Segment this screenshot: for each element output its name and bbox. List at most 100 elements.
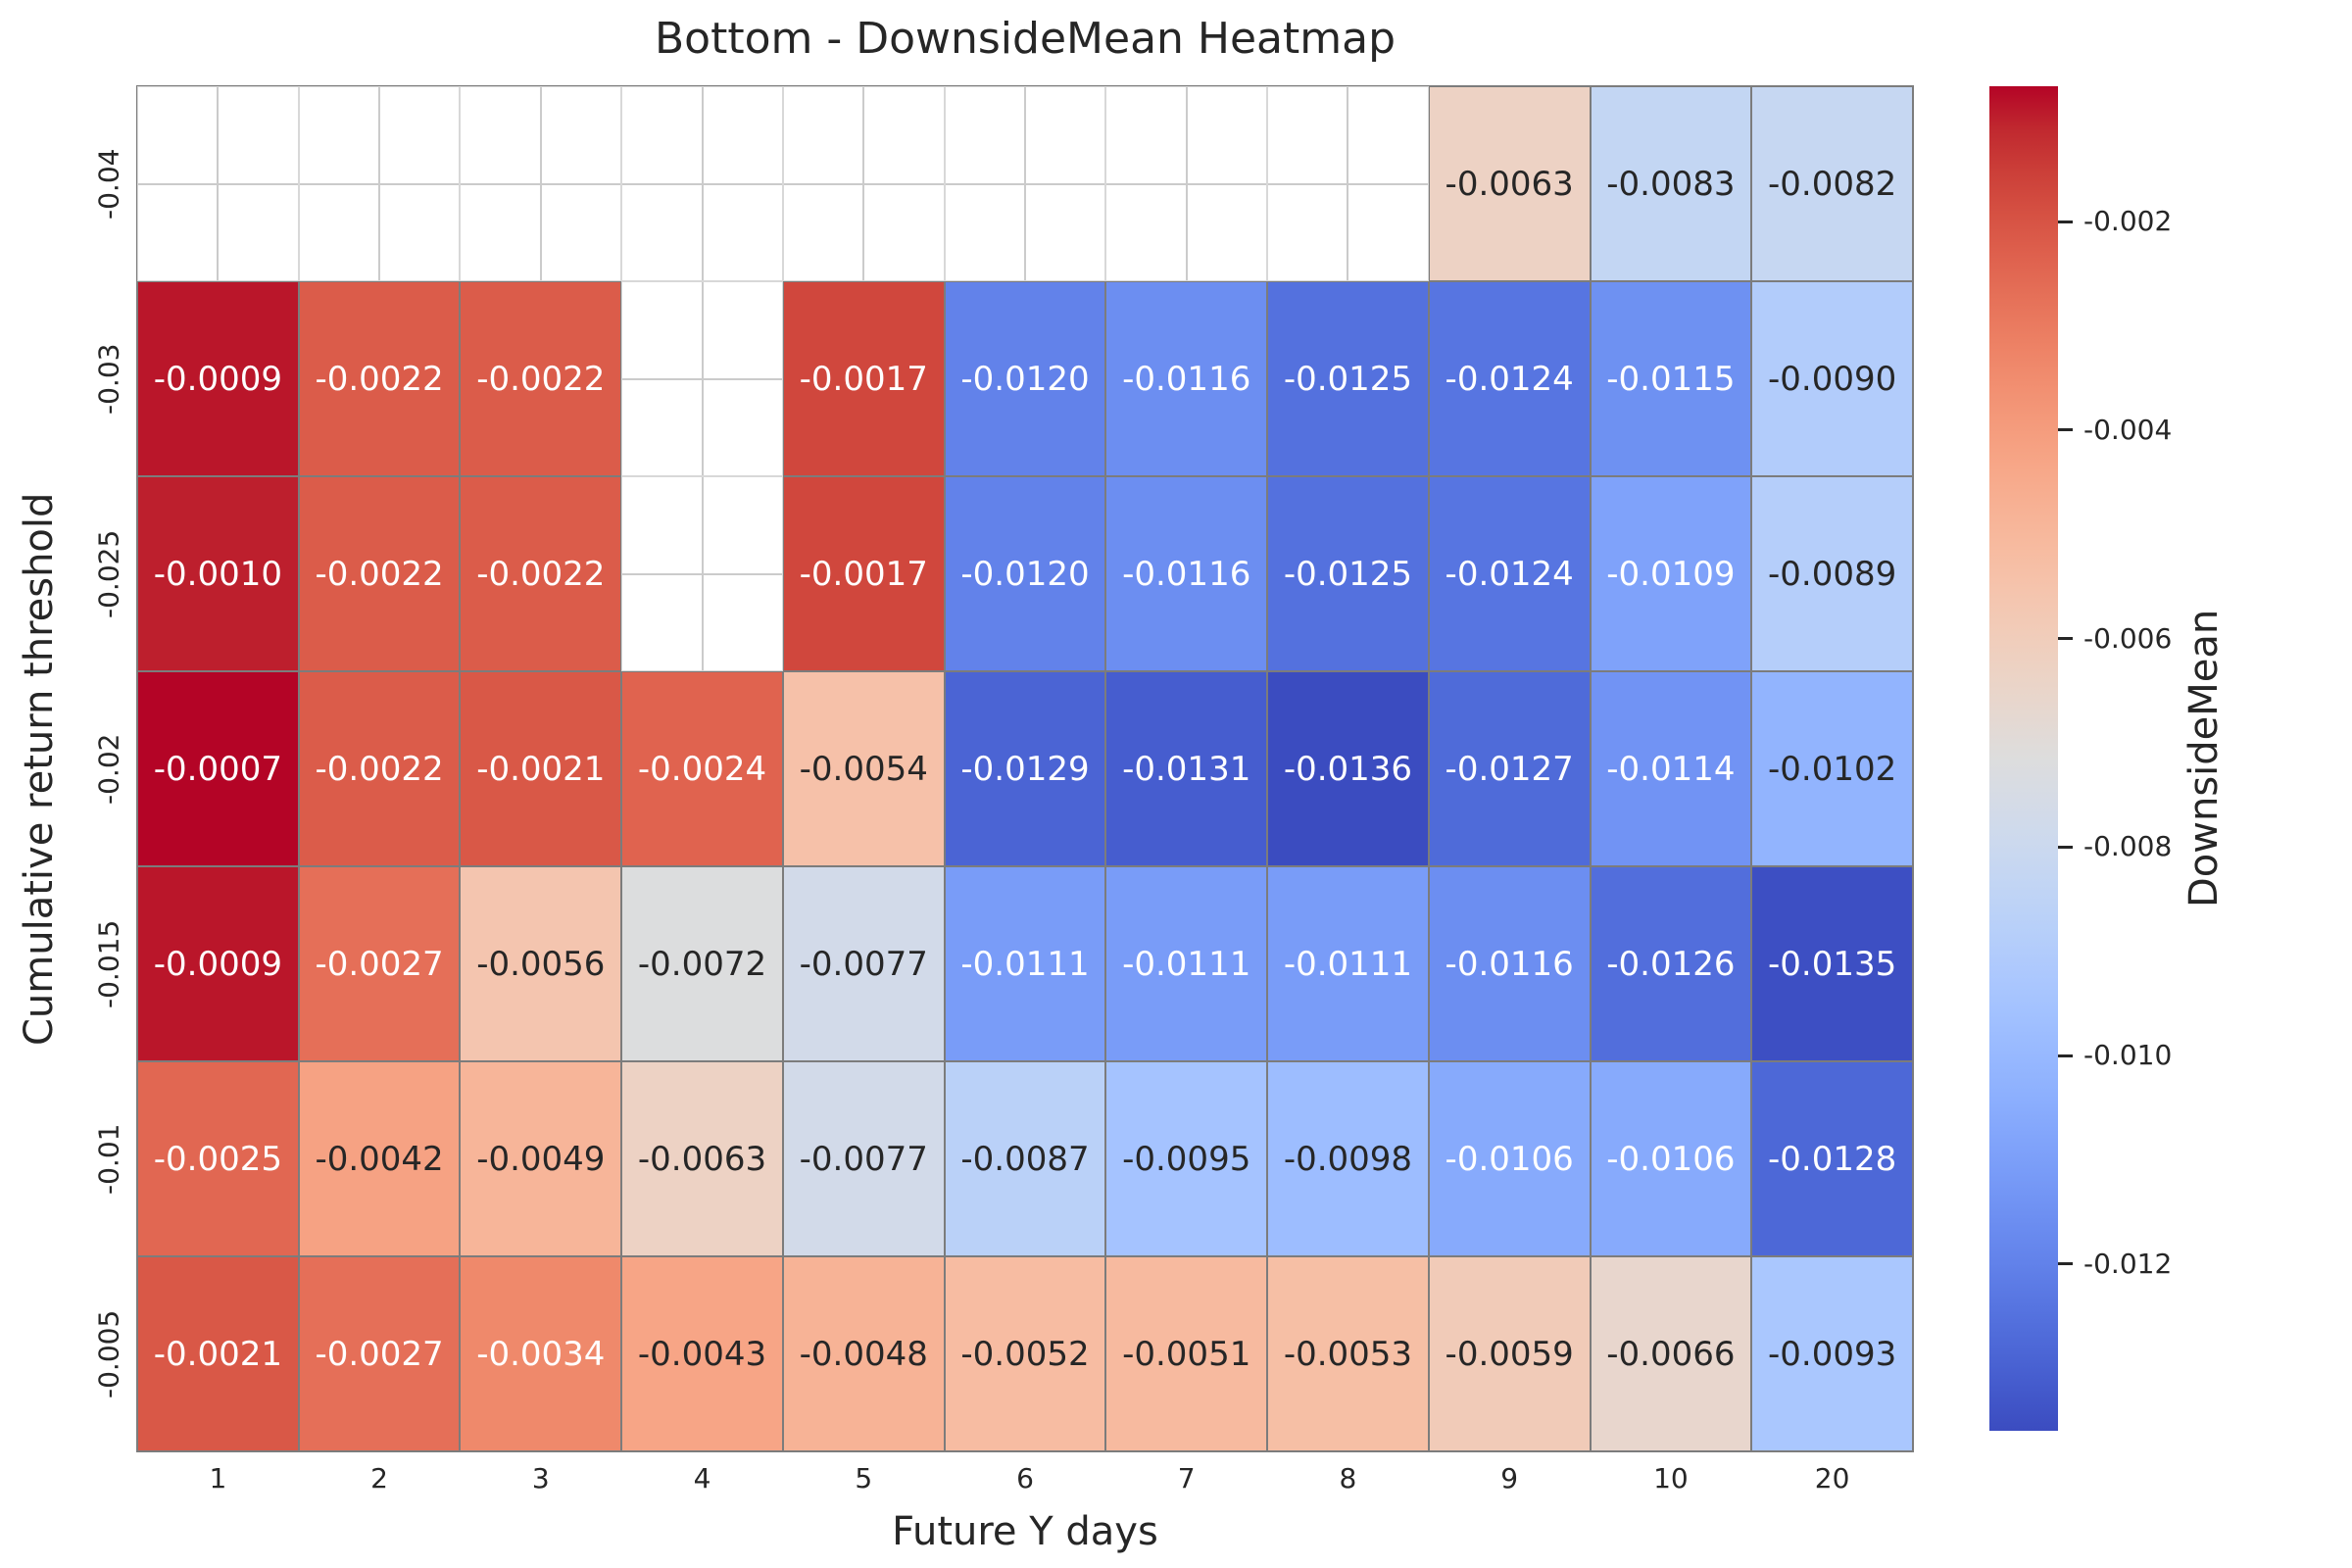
- colorbar-tick-label: -0.010: [2083, 1039, 2173, 1072]
- cell-value: -0.0093: [1768, 1334, 1897, 1374]
- cell-value: -0.0072: [637, 944, 767, 984]
- heatmap-cell-empty: [1105, 86, 1268, 281]
- cell-value: -0.0063: [637, 1139, 767, 1179]
- cell-value: -0.0135: [1768, 944, 1897, 984]
- cell-value: -0.0066: [1606, 1334, 1736, 1374]
- heatmap-cell: -0.0090: [1751, 281, 1913, 476]
- heatmap-cell: -0.0034: [460, 1256, 622, 1451]
- cell-value: -0.0022: [315, 554, 444, 594]
- heatmap-cell: -0.0129: [944, 671, 1106, 866]
- cell-value: -0.0051: [1122, 1334, 1251, 1374]
- cell-value: -0.0021: [153, 1334, 282, 1374]
- cell-value: -0.0128: [1768, 1139, 1897, 1179]
- heatmap-cell: -0.0052: [944, 1256, 1106, 1451]
- heatmap-cell: -0.0125: [1267, 476, 1429, 671]
- cell-value: -0.0059: [1445, 1334, 1574, 1374]
- cell-value: -0.0025: [153, 1139, 282, 1179]
- heatmap-cell: -0.0115: [1590, 281, 1752, 476]
- x-tick-label: 5: [855, 1462, 873, 1494]
- heatmap-cell: -0.0021: [137, 1256, 299, 1451]
- cell-value: -0.0095: [1122, 1139, 1251, 1179]
- heatmap-cell: -0.0114: [1590, 671, 1752, 866]
- cell-value: -0.0131: [1122, 749, 1251, 789]
- cell-value: -0.0063: [1445, 164, 1574, 204]
- cell-value: -0.0115: [1606, 359, 1736, 399]
- heatmap-cell: -0.0106: [1428, 1061, 1591, 1256]
- heatmap-cell: -0.0135: [1751, 866, 1913, 1061]
- cell-value: -0.0129: [960, 749, 1090, 789]
- heatmap-cell: -0.0063: [621, 1061, 783, 1256]
- x-tick-label: 3: [531, 1462, 550, 1494]
- heatmap-cell-empty: [621, 281, 783, 476]
- heatmap-cell: -0.0042: [298, 1061, 461, 1256]
- heatmap-cell-empty: [782, 86, 945, 281]
- heatmap-cell: -0.0021: [460, 671, 622, 866]
- heatmap-cell: -0.0087: [944, 1061, 1106, 1256]
- heatmap-cell-empty: [298, 86, 461, 281]
- cell-value: -0.0126: [1606, 944, 1736, 984]
- cell-value: -0.0124: [1445, 359, 1574, 399]
- heatmap-cell: -0.0017: [782, 281, 945, 476]
- x-tick-label: 10: [1653, 1462, 1689, 1494]
- heatmap-cell-empty: [137, 86, 299, 281]
- cell-value: -0.0052: [960, 1334, 1090, 1374]
- x-axis-label: Future Y days: [892, 1509, 1158, 1554]
- x-tick-label: 7: [1177, 1462, 1196, 1494]
- cell-value: -0.0049: [476, 1139, 606, 1179]
- cell-value: -0.0034: [476, 1334, 606, 1374]
- cell-value: -0.0125: [1283, 359, 1413, 399]
- heatmap-cell: -0.0116: [1428, 866, 1591, 1061]
- heatmap-cell-empty: [1267, 86, 1429, 281]
- heatmap-cell: -0.0124: [1428, 476, 1591, 671]
- heatmap-cell: -0.0049: [460, 1061, 622, 1256]
- heatmap-cell: -0.0106: [1590, 1061, 1752, 1256]
- colorbar-tick-label: -0.004: [2083, 413, 2173, 446]
- heatmap-cell-empty: [460, 86, 622, 281]
- y-tick-label: -0.04: [92, 148, 125, 220]
- cell-value: -0.0009: [153, 359, 282, 399]
- cell-value: -0.0106: [1606, 1139, 1736, 1179]
- heatmap-cell: -0.0010: [137, 476, 299, 671]
- heatmap-cell: -0.0025: [137, 1061, 299, 1256]
- x-tick-label: 20: [1814, 1462, 1850, 1494]
- cell-value: -0.0102: [1768, 749, 1897, 789]
- heatmap-cell: -0.0022: [460, 476, 622, 671]
- heatmap-cell: -0.0077: [782, 1061, 945, 1256]
- heatmap-cell: -0.0116: [1105, 476, 1268, 671]
- cell-value: -0.0111: [960, 944, 1090, 984]
- cell-value: -0.0098: [1283, 1139, 1413, 1179]
- cell-value: -0.0109: [1606, 554, 1736, 594]
- cell-value: -0.0077: [799, 1139, 928, 1179]
- y-tick-label: -0.03: [92, 343, 125, 415]
- heatmap-cell: -0.0095: [1105, 1061, 1268, 1256]
- heatmap-cell: -0.0022: [298, 476, 461, 671]
- heatmap-cell: -0.0063: [1428, 86, 1591, 281]
- colorbar-tick-label: -0.006: [2083, 621, 2173, 655]
- heatmap-cell: -0.0022: [298, 281, 461, 476]
- cell-value: -0.0022: [476, 554, 606, 594]
- cell-value: -0.0017: [799, 359, 928, 399]
- heatmap-grid: -0.0063 -0.0083 -0.0082 -0.0009 -0.0022 -0.00…: [136, 85, 1914, 1452]
- heatmap-cell: -0.0126: [1590, 866, 1752, 1061]
- heatmap-cell: -0.0066: [1590, 1256, 1752, 1451]
- heatmap-cell: -0.0111: [1267, 866, 1429, 1061]
- cell-value: -0.0022: [315, 359, 444, 399]
- heatmap-cell: -0.0082: [1751, 86, 1913, 281]
- x-tick-label: 2: [370, 1462, 388, 1494]
- cell-value: -0.0053: [1283, 1334, 1413, 1374]
- heatmap-cell: -0.0116: [1105, 281, 1268, 476]
- heatmap-cell: -0.0120: [944, 281, 1106, 476]
- cell-value: -0.0124: [1445, 554, 1574, 594]
- cell-value: -0.0017: [799, 554, 928, 594]
- cell-value: -0.0042: [315, 1139, 444, 1179]
- heatmap-cell: -0.0124: [1428, 281, 1591, 476]
- y-axis-label: Cumulative return threshold: [17, 492, 62, 1046]
- heatmap-cell: -0.0053: [1267, 1256, 1429, 1451]
- x-tick-label: 6: [1016, 1462, 1034, 1494]
- heatmap-cell-empty: [944, 86, 1106, 281]
- heatmap-cell: -0.0027: [298, 1256, 461, 1451]
- y-tick-label: -0.01: [92, 1123, 125, 1195]
- y-tick-label: -0.025: [92, 529, 125, 618]
- cell-value: -0.0021: [476, 749, 606, 789]
